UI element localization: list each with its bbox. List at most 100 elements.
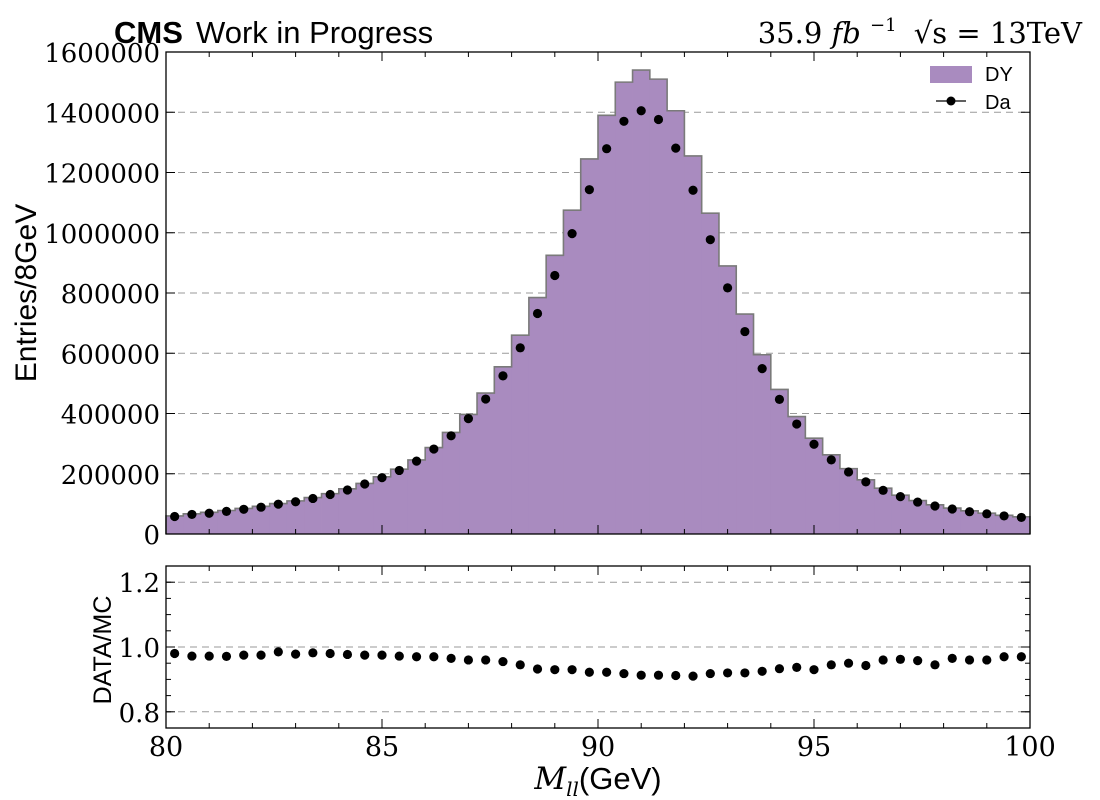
legend-dy-label: DY <box>985 64 1013 86</box>
ratio-point <box>843 658 854 668</box>
dy-histogram-bin <box>563 210 582 534</box>
data-point <box>377 473 387 483</box>
data-point <box>291 497 301 507</box>
ratio-point <box>221 651 232 661</box>
dy-histogram-bin <box>338 488 357 534</box>
dy-histogram-bin <box>926 504 944 534</box>
dy-histogram-bin <box>477 393 495 534</box>
ratio-y-tick-label: 1.2 <box>119 569 160 599</box>
ratio-point <box>498 656 508 667</box>
data-point <box>930 501 940 511</box>
ratio-point <box>429 652 439 662</box>
ratio-point <box>964 655 975 665</box>
ratio-point <box>774 664 785 674</box>
dy-histogram-bin <box>1012 516 1031 534</box>
dy-histogram-bin <box>788 416 806 534</box>
ratio-y-axis-label: DATA/MC <box>89 596 117 705</box>
dy-histogram <box>165 69 1031 535</box>
dy-histogram-bin <box>667 110 685 535</box>
dy-histogram-bin <box>598 115 616 534</box>
dy-histogram-bin <box>736 314 754 534</box>
main-y-tick-labels: 0 200000 400000 600000 800000 1000000 1200000 1… <box>44 39 160 551</box>
ratio-point <box>653 670 664 680</box>
legend: DY Da <box>930 64 1013 114</box>
x-axis-label-subscript: ll <box>566 777 579 800</box>
dy-histogram-bin <box>857 479 875 534</box>
data-point <box>360 479 370 489</box>
ratio-y-tick-labels: 0.8 1.0 1.2 <box>119 569 160 729</box>
ratio-point <box>705 668 715 679</box>
dy-histogram-bin <box>684 155 703 534</box>
ratio-point <box>861 660 871 671</box>
dy-histogram-bin <box>839 468 858 534</box>
lumi-exponent: −1 <box>870 15 897 36</box>
data-point <box>463 414 473 424</box>
dy-histogram-bin <box>770 389 789 534</box>
ratio-point <box>723 668 733 678</box>
ratio-point <box>308 648 318 658</box>
data-point <box>1016 512 1026 523</box>
data-point <box>740 326 750 337</box>
ratio-point <box>671 670 681 681</box>
dy-histogram-bin <box>252 506 271 534</box>
dy-histogram-bin <box>286 500 305 534</box>
data-point <box>446 431 456 441</box>
ratio-point <box>394 651 404 661</box>
data-point <box>342 485 353 495</box>
ratio-point <box>1016 652 1026 662</box>
dy-histogram-bin <box>822 454 841 534</box>
lumi-unit: fb <box>830 16 861 50</box>
dy-histogram-bin <box>805 438 824 534</box>
dy-histogram-bin <box>943 508 962 534</box>
legend-data-label: Da <box>985 92 1011 114</box>
data-point <box>204 508 214 518</box>
x-tick-label: 95 <box>797 732 831 763</box>
data-point <box>515 343 525 353</box>
x-axis-label: Mll(GeV) <box>533 761 661 800</box>
ratio-point <box>567 665 577 675</box>
dy-histogram-bin <box>978 513 996 534</box>
data-points <box>170 106 1026 523</box>
data-point <box>429 444 439 454</box>
ratio-point <box>878 655 888 665</box>
data-point <box>913 497 923 507</box>
data-point <box>481 394 491 404</box>
legend-data-marker <box>946 96 956 106</box>
data-point <box>723 283 733 293</box>
ratio-point <box>377 650 387 660</box>
dy-histogram-bin <box>356 483 374 534</box>
lumi-label: 35.9 fb −1 √s = 13TeV <box>758 4 1083 50</box>
energy-label: √s = 13TeV <box>914 16 1083 50</box>
x-tick-labels: 80 85 90 95 100 <box>149 732 1056 763</box>
data-point <box>394 465 404 476</box>
data-point <box>411 456 422 466</box>
data-point <box>999 511 1009 521</box>
data-point <box>792 419 802 429</box>
ratio-point <box>757 666 767 676</box>
dy-histogram-bin <box>528 297 547 534</box>
ratio-point <box>325 648 335 659</box>
ratio-point <box>826 660 836 670</box>
ratio-gridlines <box>166 581 1030 713</box>
data-point <box>895 492 906 502</box>
main-y-tick-label: 1600000 <box>44 39 160 69</box>
dy-histogram-bin <box>718 265 737 534</box>
ratio-point <box>792 662 802 673</box>
ratio-point <box>688 671 698 681</box>
data-point <box>688 185 698 195</box>
ratio-point <box>515 660 525 670</box>
data-point <box>602 144 612 154</box>
ratio-point <box>291 649 301 659</box>
ratio-points <box>170 647 1026 681</box>
dy-histogram-bin <box>701 213 720 534</box>
dy-histogram-bin <box>321 493 340 534</box>
x-tick-label: 100 <box>1004 732 1056 763</box>
dy-histogram-bin <box>166 515 184 534</box>
dy-histogram-bin <box>217 510 236 534</box>
ratio-point <box>411 652 422 662</box>
data-point <box>843 467 854 477</box>
dy-histogram-bin <box>995 515 1014 534</box>
dy-histogram-bin <box>304 497 322 534</box>
data-point <box>757 364 767 374</box>
ratio-y-tick-label: 1.0 <box>119 634 160 664</box>
